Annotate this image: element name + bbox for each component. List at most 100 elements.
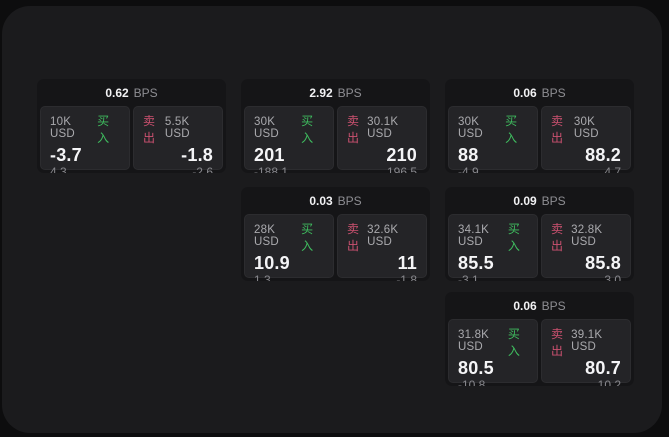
sell-pane-top: 卖出 30K USD <box>551 112 621 146</box>
buy-amount-label: 28K USD <box>254 224 279 248</box>
quote-body: 34.1K USD 买入 85.5 -3.1 卖出 32.8K USD 85.8… <box>445 214 634 281</box>
bps-value: 0.09 <box>513 193 537 208</box>
buy-pane[interactable]: 28K USD 买入 10.9 1.3 <box>244 214 334 281</box>
buy-delta: -4.9 <box>458 164 479 173</box>
buy-pane-top: 31.8K USD 买入 <box>458 325 528 359</box>
sell-delta: 196.5 <box>386 164 417 173</box>
sell-pane[interactable]: 卖出 32.6K USD 11 -1.8 <box>337 214 427 281</box>
buy-side-label: 买入 <box>97 114 110 145</box>
buy-delta: 4.3 <box>50 164 67 173</box>
quote-body: 10K USD 买入 -3.7 4.3 卖出 5.5K USD -1.8 -2.… <box>37 106 226 173</box>
buy-pane[interactable]: 31.8K USD 买入 80.5 -10.8 <box>448 319 538 386</box>
buy-delta: -188.1 <box>254 164 289 173</box>
quote-card: 0.03 BPS 28K USD 买入 10.9 1.3 卖出 32.6K US… <box>241 187 430 281</box>
bps-value: 0.62 <box>105 85 129 100</box>
buy-delta: 1.3 <box>254 272 271 281</box>
quote-body: 30K USD 买入 88 -4.9 卖出 30K USD 88.2 4.7 <box>445 106 634 173</box>
buy-amount-label: 30K USD <box>254 116 279 140</box>
buy-pane-top: 34.1K USD 买入 <box>458 220 528 254</box>
buy-pane-top: 30K USD 买入 <box>458 112 528 146</box>
sell-amount-label: 5.5K USD <box>164 116 190 140</box>
sell-side-label: 卖出 <box>143 114 156 145</box>
bps-header: 2.92 BPS <box>241 79 430 106</box>
bps-header: 0.06 BPS <box>445 79 634 106</box>
bps-unit-label: BPS <box>337 85 362 100</box>
quote-card: 0.09 BPS 34.1K USD 买入 85.5 -3.1 卖出 32.8K… <box>445 187 634 281</box>
bps-header: 0.62 BPS <box>37 79 226 106</box>
sell-price: 85.8 <box>585 253 621 273</box>
bps-unit-label: BPS <box>133 85 158 100</box>
buy-price: 10.9 <box>254 253 290 273</box>
sell-pane[interactable]: 卖出 32.8K USD 85.8 3.0 <box>541 214 631 281</box>
buy-side-label: 买入 <box>505 114 518 145</box>
sell-pane-top: 卖出 39.1K USD <box>551 325 621 359</box>
sell-price: 210 <box>386 145 417 165</box>
buy-price: 201 <box>254 145 285 165</box>
sell-amount-label: 30.1K USD <box>367 116 399 140</box>
quote-card: 0.06 BPS 30K USD 买入 88 -4.9 卖出 30K USD 8… <box>445 79 634 173</box>
bps-value: 0.03 <box>309 193 333 208</box>
buy-price: -3.7 <box>50 145 82 165</box>
buy-side-label: 买入 <box>507 222 520 253</box>
buy-pane-top: 10K USD 买入 <box>50 112 120 146</box>
quote-body: 28K USD 买入 10.9 1.3 卖出 32.6K USD 11 -1.8 <box>241 214 430 281</box>
buy-side-label: 买入 <box>301 222 314 253</box>
bps-header: 0.03 BPS <box>241 187 430 214</box>
sell-price: 80.7 <box>585 358 621 378</box>
sell-side-label: 卖出 <box>551 114 564 145</box>
buy-amount-label: 10K USD <box>50 116 75 140</box>
sell-pane[interactable]: 卖出 30K USD 88.2 4.7 <box>541 106 631 173</box>
sell-delta: -2.6 <box>192 164 213 173</box>
buy-amount-label: 31.8K USD <box>458 329 490 353</box>
sell-pane-top: 卖出 5.5K USD <box>143 112 213 146</box>
quote-body: 31.8K USD 买入 80.5 -10.8 卖出 39.1K USD 80.… <box>445 319 634 386</box>
sell-pane[interactable]: 卖出 39.1K USD 80.7 10.2 <box>541 319 631 386</box>
sell-side-label: 卖出 <box>347 222 360 253</box>
bps-value: 0.06 <box>513 85 537 100</box>
quote-card: 2.92 BPS 30K USD 买入 201 -188.1 卖出 30.1K … <box>241 79 430 173</box>
bps-unit-label: BPS <box>541 193 566 208</box>
bps-unit-label: BPS <box>541 85 566 100</box>
quote-card: 0.62 BPS 10K USD 买入 -3.7 4.3 卖出 5.5K USD… <box>37 79 226 173</box>
buy-pane[interactable]: 10K USD 买入 -3.7 4.3 <box>40 106 130 173</box>
sell-pane-top: 卖出 30.1K USD <box>347 112 417 146</box>
sell-side-label: 卖出 <box>347 114 360 145</box>
sell-pane[interactable]: 卖出 5.5K USD -1.8 -2.6 <box>133 106 223 173</box>
buy-price: 88 <box>458 145 479 165</box>
sell-pane[interactable]: 卖出 30.1K USD 210 196.5 <box>337 106 427 173</box>
buy-side-label: 买入 <box>507 327 520 358</box>
buy-amount-label: 34.1K USD <box>458 224 490 248</box>
sell-amount-label: 39.1K USD <box>571 329 603 353</box>
sell-side-label: 卖出 <box>551 327 564 358</box>
sell-delta: 10.2 <box>597 377 621 386</box>
sell-delta: 4.7 <box>604 164 621 173</box>
sell-pane-top: 卖出 32.8K USD <box>551 220 621 254</box>
buy-pane[interactable]: 34.1K USD 买入 85.5 -3.1 <box>448 214 538 281</box>
buy-price: 80.5 <box>458 358 494 378</box>
bps-unit-label: BPS <box>541 298 566 313</box>
sell-amount-label: 32.6K USD <box>367 224 399 248</box>
quote-body: 30K USD 买入 201 -188.1 卖出 30.1K USD 210 1… <box>241 106 430 173</box>
sell-price: 88.2 <box>585 145 621 165</box>
sell-amount-label: 30K USD <box>573 116 599 140</box>
sell-side-label: 卖出 <box>551 222 564 253</box>
quote-card: 0.06 BPS 31.8K USD 买入 80.5 -10.8 卖出 39.1… <box>445 292 634 386</box>
buy-amount-label: 30K USD <box>458 116 483 140</box>
bps-unit-label: BPS <box>337 193 362 208</box>
sell-price: 11 <box>397 253 417 273</box>
buy-price: 85.5 <box>458 253 494 273</box>
buy-pane[interactable]: 30K USD 买入 88 -4.9 <box>448 106 538 173</box>
sell-price: -1.8 <box>181 145 213 165</box>
bps-value: 0.06 <box>513 298 537 313</box>
buy-pane-top: 28K USD 买入 <box>254 220 324 254</box>
buy-side-label: 买入 <box>301 114 314 145</box>
buy-pane[interactable]: 30K USD 买入 201 -188.1 <box>244 106 334 173</box>
sell-delta: -1.8 <box>396 272 417 281</box>
sell-amount-label: 32.8K USD <box>571 224 603 248</box>
sell-delta: 3.0 <box>604 272 621 281</box>
bps-value: 2.92 <box>309 85 333 100</box>
buy-pane-top: 30K USD 买入 <box>254 112 324 146</box>
buy-delta: -3.1 <box>458 272 479 281</box>
buy-delta: -10.8 <box>458 377 486 386</box>
bps-header: 0.09 BPS <box>445 187 634 214</box>
